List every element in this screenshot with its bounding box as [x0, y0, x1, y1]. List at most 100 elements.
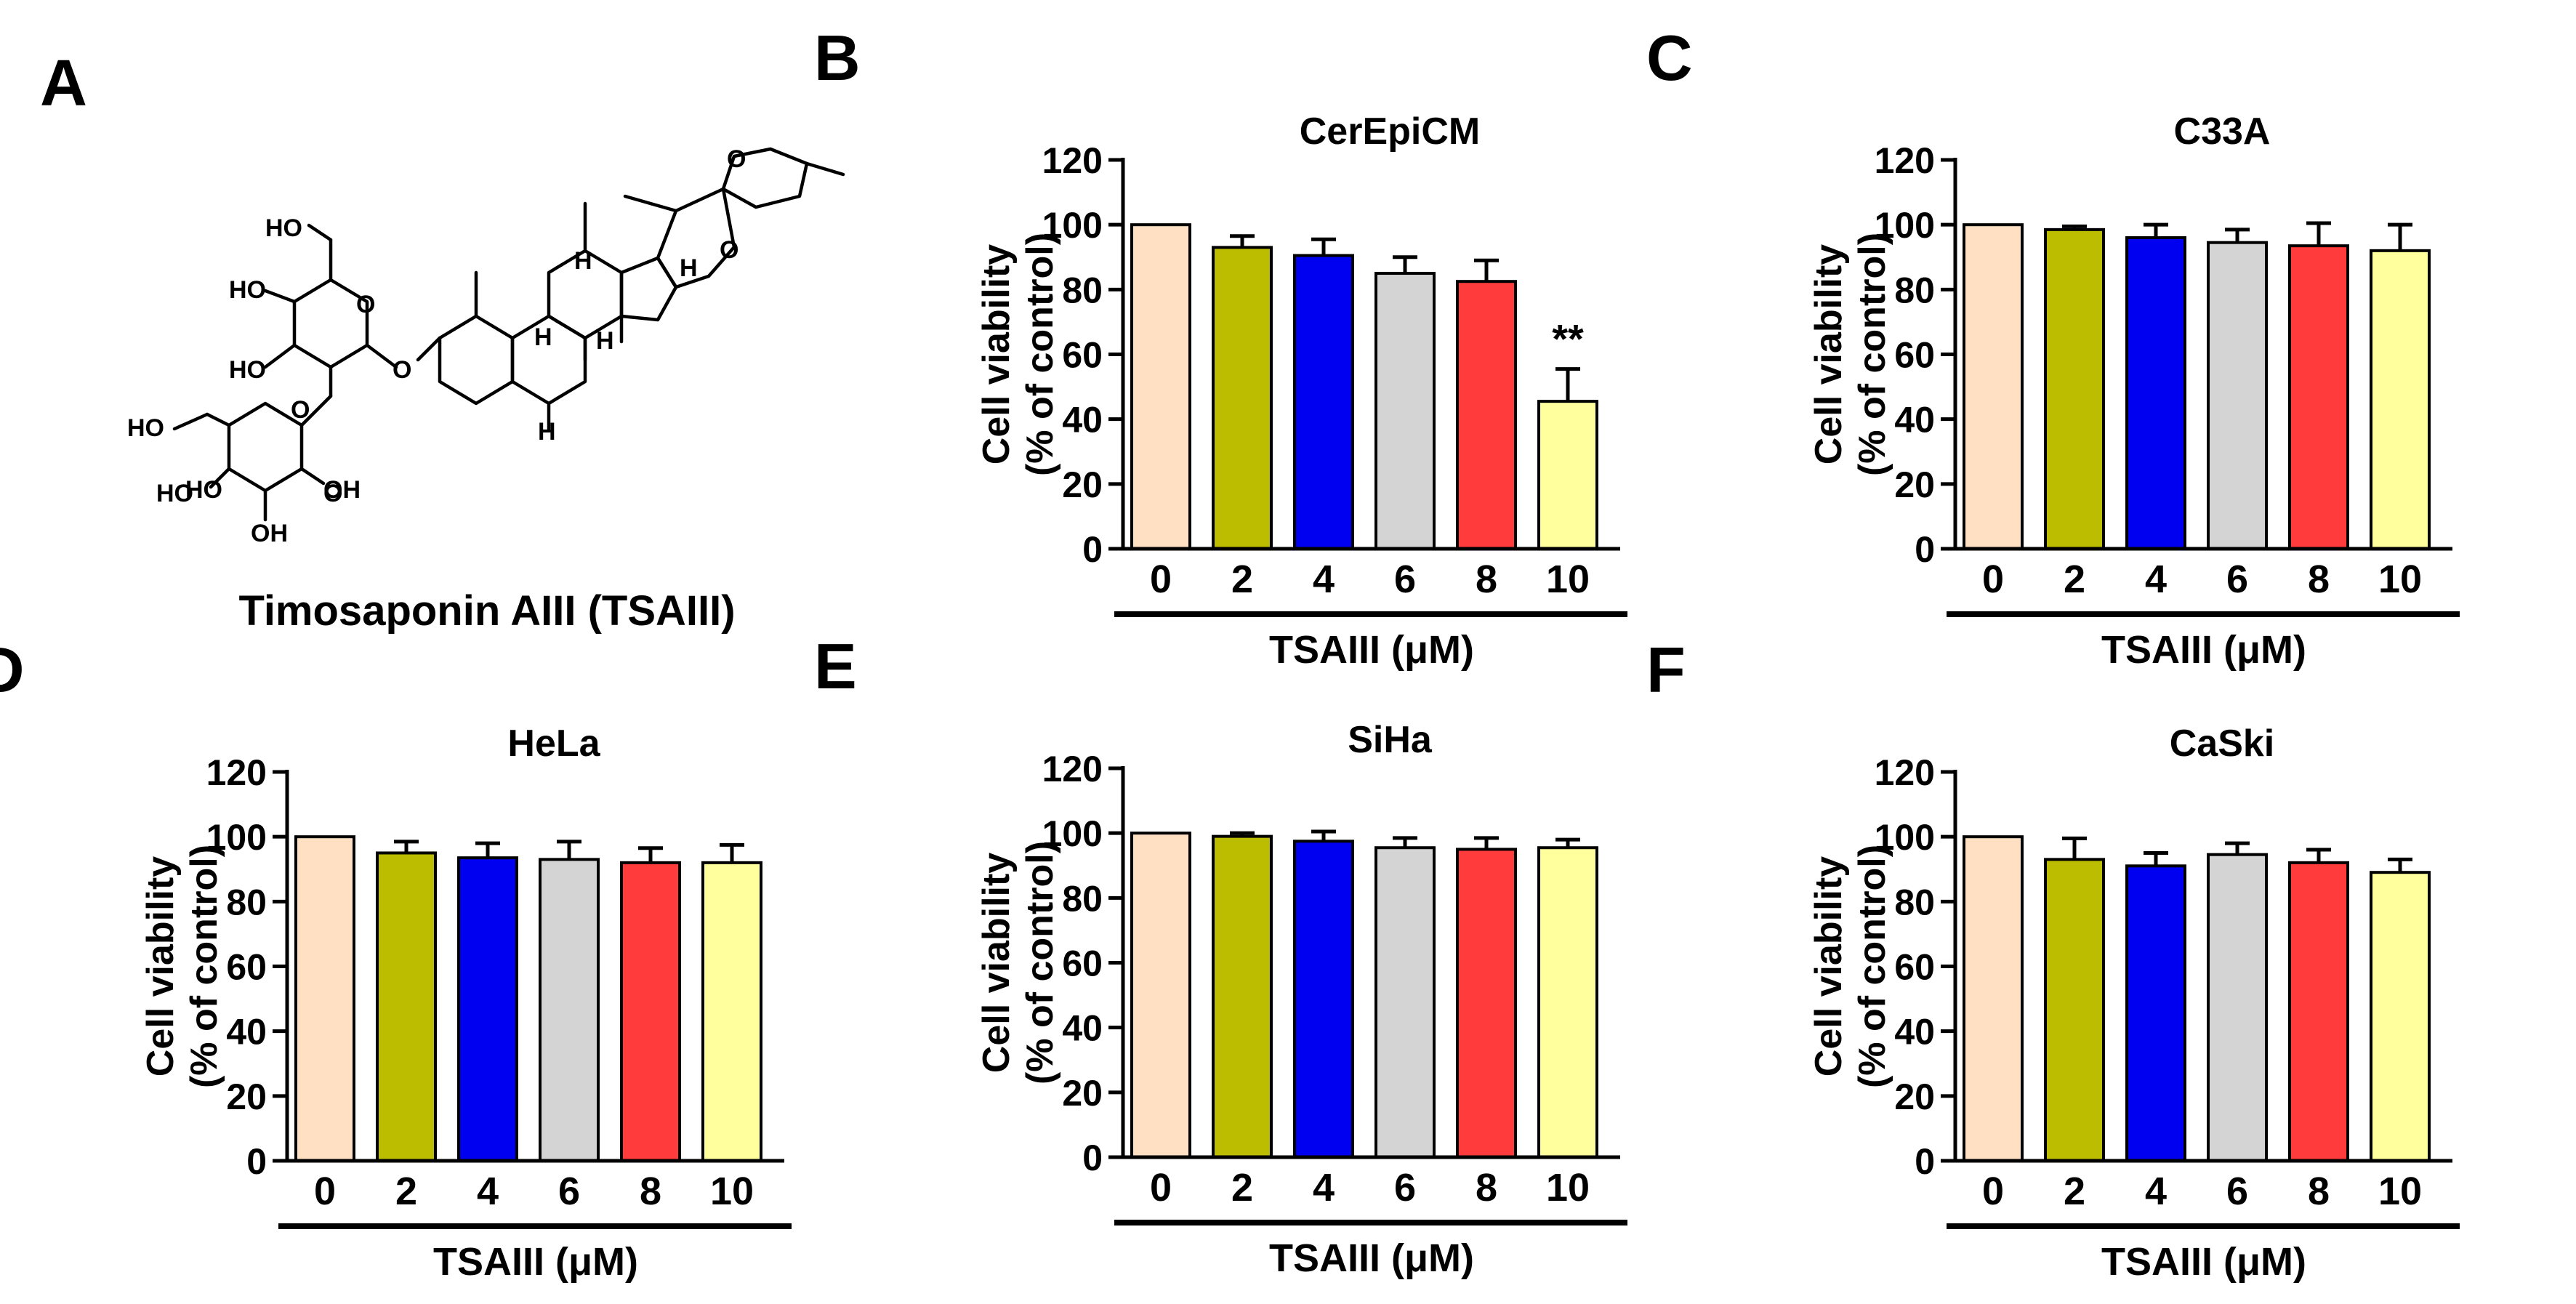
bar: [1963, 223, 2024, 551]
bar: [620, 861, 681, 1162]
x-tick-label: 10: [2378, 1170, 2422, 1213]
x-tick-label: 2: [2064, 1170, 2085, 1213]
bar: [701, 861, 762, 1162]
bar: [1130, 223, 1191, 551]
bar: [294, 835, 355, 1163]
y-tick-label: 0: [1082, 529, 1103, 570]
x-tick-label: 0: [1150, 558, 1172, 601]
atom-label: O: [356, 291, 375, 318]
bar: [2370, 249, 2431, 550]
atom-label: H: [534, 323, 552, 351]
sugar-2-bond: [299, 467, 326, 486]
x-tick-label: 10: [710, 1170, 754, 1213]
x-tick-label: 4: [1313, 558, 1335, 601]
sugar-2-bond: [205, 412, 231, 427]
glycoside-bond: [416, 336, 442, 362]
methyl-bond: [623, 194, 678, 213]
bar: [1456, 280, 1517, 550]
atom-label: HO: [156, 480, 193, 507]
y-tick-label: 40: [1894, 400, 1935, 440]
x-tick-label: 0: [1982, 1170, 2004, 1213]
y-axis-label: Cell viability: [975, 853, 1018, 1074]
bar: [1293, 254, 1354, 550]
atom-label: H: [574, 247, 592, 275]
panel-label: E: [814, 630, 857, 702]
x-tick-label: 10: [1546, 558, 1590, 601]
atom-label: HO: [229, 356, 266, 384]
bar: [2125, 236, 2186, 550]
y-tick-label: 120: [1042, 749, 1103, 789]
sugar-1-bond: [263, 343, 297, 369]
y-tick-label: 40: [1062, 400, 1103, 440]
ring-a-bond: [438, 314, 515, 406]
bar: [1537, 400, 1598, 551]
x-tick-label: 4: [2145, 1170, 2167, 1213]
sugar-2-bond: [209, 467, 231, 489]
x-tick-label: 0: [314, 1170, 336, 1213]
y-axis-label: Cell viability: [1808, 856, 1850, 1077]
x-tick-label: 4: [1313, 1166, 1335, 1210]
y-tick-label: 80: [1062, 878, 1103, 919]
bar: [2044, 228, 2105, 551]
x-tick-label: 8: [1476, 1166, 1497, 1210]
y-tick-label: 0: [1915, 1141, 1935, 1182]
atom-label: OH: [251, 520, 288, 547]
y-tick-label: 80: [226, 882, 267, 922]
x-tick-label: 2: [1231, 558, 1253, 601]
x-tick-label: 0: [1150, 1166, 1172, 1210]
y-tick-label: 20: [1894, 464, 1935, 505]
y-tick-label: 120: [206, 752, 267, 793]
x-tick-label: 4: [2145, 558, 2167, 601]
atom-label: HO: [265, 214, 302, 242]
y-tick-label: 20: [1894, 1076, 1935, 1117]
y-axis-label: (% of control): [1851, 845, 1893, 1088]
x-tick-label: 2: [395, 1170, 417, 1213]
x-tick-label: 10: [1546, 1166, 1590, 1210]
bar: [1130, 832, 1191, 1159]
y-tick-label: 40: [226, 1012, 267, 1053]
x-tick-label: 2: [2064, 558, 2085, 601]
y-tick-label: 0: [1915, 529, 1935, 570]
molecule-name: Timosaponin AIII (TSAIII): [238, 587, 735, 635]
y-tick-label: 20: [1062, 464, 1103, 505]
x-tick-label: 10: [2378, 558, 2422, 601]
molecule-atom-labels: HO HO HO HO HO HO OH OH O O O O O O H H …: [127, 145, 746, 547]
ring-d-bond: [619, 256, 678, 322]
x-tick-label: 6: [2226, 1170, 2248, 1213]
chart-title: CaSki: [2170, 723, 2275, 765]
x-axis-label: TSAIII (μM): [2101, 628, 2306, 672]
panel-label: F: [1646, 634, 1686, 706]
y-axis-label: (% of control): [1851, 233, 1893, 476]
y-axis-label: (% of control): [1019, 233, 1061, 476]
glycoside-bond: [365, 343, 398, 369]
x-tick-label: 6: [2226, 558, 2248, 601]
panel-label: C: [1646, 22, 1693, 94]
x-tick-label: 8: [2308, 1170, 2330, 1213]
bar: [2370, 871, 2431, 1162]
sugar-1-bond: [263, 289, 297, 304]
panel-label: B: [814, 22, 861, 94]
y-tick-label: 100: [1042, 813, 1103, 854]
y-tick-label: 40: [1894, 1012, 1935, 1053]
y-tick-label: 60: [1062, 943, 1103, 984]
atom-label: HO: [127, 414, 164, 442]
atom-label: O: [393, 356, 411, 384]
x-axis-label: TSAIII (μM): [1269, 628, 1474, 672]
sugar-2-bond: [299, 394, 333, 427]
bar: [2207, 241, 2268, 550]
panel-label: D: [0, 634, 25, 706]
panel-a-structure: A: [40, 47, 845, 635]
y-tick-label: 80: [1062, 270, 1103, 310]
y-tick-label: 60: [1062, 335, 1103, 376]
atom-label: HO: [229, 276, 266, 304]
bar: [2207, 853, 2268, 1162]
bar: [457, 856, 518, 1162]
chart-title: HeLa: [507, 723, 600, 765]
atom-label: H: [680, 254, 698, 282]
